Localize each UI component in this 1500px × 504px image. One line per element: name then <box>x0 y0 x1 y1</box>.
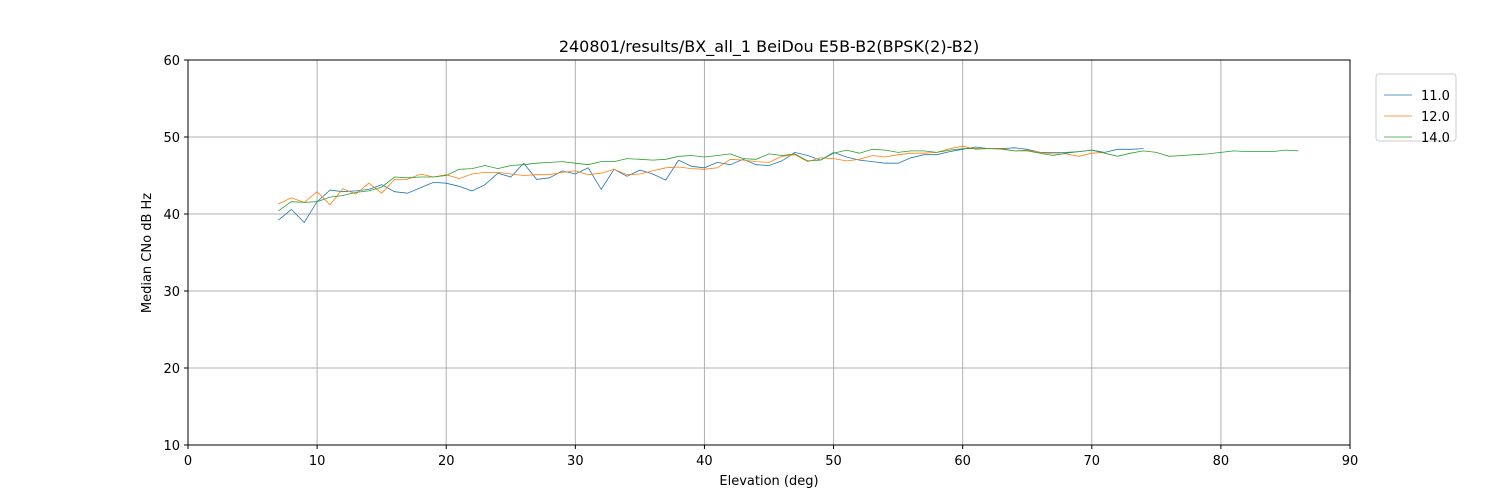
series-line-12.0 <box>278 145 1105 206</box>
legend-label: 11.0 <box>1421 89 1450 104</box>
x-tick-label: 40 <box>696 454 713 469</box>
x-tick-label: 0 <box>184 454 192 469</box>
x-tick-label: 70 <box>1084 454 1101 469</box>
ticks: 0 10 20 30 40 50 60 70 80 90 10 20 30 40 50 60 <box>163 54 1358 469</box>
y-tick-label: 20 <box>163 362 180 377</box>
x-tick-label: 60 <box>954 454 971 469</box>
x-axis-label: Elevation (deg) <box>719 474 818 489</box>
legend-label: 14.0 <box>1421 131 1450 146</box>
x-tick-label: 50 <box>825 454 842 469</box>
x-tick-label: 30 <box>567 454 584 469</box>
x-tick-label: 90 <box>1342 454 1359 469</box>
grid <box>187 59 1351 446</box>
series-lines <box>278 145 1299 224</box>
y-tick-label: 50 <box>163 131 180 146</box>
plot-frame <box>187 59 1351 446</box>
y-tick-label: 40 <box>163 208 180 223</box>
x-tick-label: 80 <box>1213 454 1230 469</box>
chart-title: 240801/results/BX_all_1 BeiDou E5B-B2(BP… <box>559 37 979 57</box>
y-tick-label: 10 <box>163 439 180 454</box>
y-tick-label: 30 <box>163 285 180 300</box>
y-axis-label: Median CNo dB Hz <box>140 193 155 313</box>
legend-label: 12.0 <box>1421 110 1450 125</box>
legend-frame <box>1375 73 1457 142</box>
x-tick-label: 20 <box>438 454 455 469</box>
x-tick-label: 10 <box>309 454 326 469</box>
series-line-11.0 <box>278 146 1144 224</box>
series-line-14.0 <box>278 148 1299 212</box>
y-tick-label: 60 <box>163 54 180 69</box>
legend: 11.0 12.0 14.0 <box>1375 73 1457 146</box>
